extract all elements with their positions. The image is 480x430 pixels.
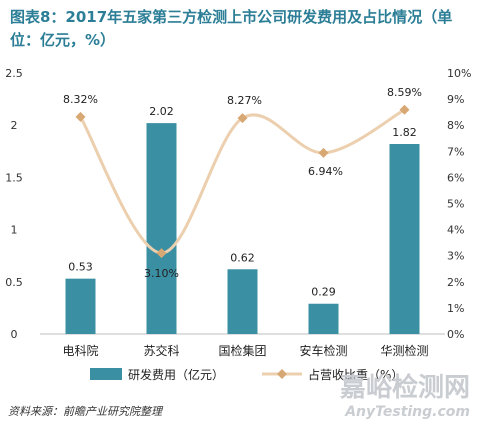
- bar-value-label: 1.82: [392, 126, 417, 139]
- right-axis: 0% 1% 2% 3% 4% 5% 6% 7% 8% 9% 10%: [447, 67, 471, 341]
- legend-line-label: 占营收比重（%）: [308, 367, 403, 382]
- left-tick-label: 2.5: [5, 67, 23, 80]
- source-note: 资料来源：前瞻产业研究院整理: [8, 405, 162, 418]
- line-marker: [399, 104, 410, 115]
- line-marker: [237, 113, 248, 124]
- watermark-site: 嘉峪检测网: [340, 372, 470, 403]
- category-label: 华测检测: [380, 343, 428, 358]
- chart-title-line-1: 图表8：2017年五家第三方检测上市公司研发费用及占比情况（单: [10, 8, 453, 26]
- category-label: 国检集团: [218, 343, 266, 358]
- line-value-label: 6.94%: [308, 165, 343, 178]
- category-axis: 电科院 苏交科 国检集团 安车检测 华测检测: [62, 343, 428, 358]
- bar-series: 0.53 2.02 0.62 0.29 1.82: [65, 105, 420, 334]
- right-tick-label: 0%: [447, 328, 464, 341]
- right-tick-label: 2%: [447, 276, 464, 289]
- right-tick-label: 9%: [447, 93, 464, 106]
- legend-bar-label: 研发费用（亿元）: [128, 367, 224, 382]
- category-label: 安车检测: [299, 343, 347, 358]
- line-value-label: 8.32%: [63, 93, 98, 106]
- bar: [308, 303, 339, 334]
- bar-value-label: 0.53: [68, 261, 93, 274]
- right-tick-label: 3%: [447, 250, 464, 263]
- bar-value-label: 0.62: [230, 251, 255, 264]
- left-tick-label: 2: [11, 119, 18, 132]
- line-value-label: 3.10%: [144, 267, 179, 280]
- line-series: 8.32% 3.10% 8.27% 6.94% 8.59%: [63, 86, 422, 280]
- bar-value-label: 0.29: [311, 286, 336, 299]
- right-tick-label: 7%: [447, 145, 464, 158]
- bar: [389, 143, 420, 334]
- left-tick-label: 0: [11, 328, 18, 341]
- bar: [65, 278, 96, 334]
- left-tick-label: 1.5: [5, 171, 23, 184]
- line-marker: [156, 248, 167, 259]
- right-tick-label: 6%: [447, 171, 464, 184]
- legend-line-marker: [277, 369, 287, 379]
- right-tick-label: 10%: [447, 67, 471, 80]
- category-label: 苏交科: [143, 343, 179, 358]
- left-tick-label: 1: [11, 224, 18, 237]
- line-value-label: 8.27%: [227, 94, 262, 107]
- line-value-label: 8.59%: [387, 86, 422, 99]
- right-tick-label: 5%: [447, 198, 464, 211]
- line-path: [79, 108, 406, 255]
- bar: [227, 269, 258, 334]
- line-marker: [318, 147, 329, 158]
- line-marker: [75, 111, 86, 122]
- right-tick-label: 8%: [447, 119, 464, 132]
- bar: [146, 123, 177, 334]
- chart-title-line-2: 位：亿元，%）: [10, 31, 116, 49]
- right-tick-label: 4%: [447, 224, 464, 237]
- bar-value-label: 2.02: [149, 105, 174, 118]
- chart-title: 图表8：2017年五家第三方检测上市公司研发费用及占比情况（单 位：亿元，%）: [10, 6, 472, 52]
- watermark-url: AnyTesting.com: [344, 404, 470, 420]
- legend-bar-swatch: [90, 368, 122, 380]
- left-tick-label: 0.5: [5, 276, 23, 289]
- legend: 研发费用（亿元） 占营收比重（%）: [90, 367, 403, 382]
- right-tick-label: 1%: [447, 302, 464, 315]
- category-label: 电科院: [62, 344, 98, 358]
